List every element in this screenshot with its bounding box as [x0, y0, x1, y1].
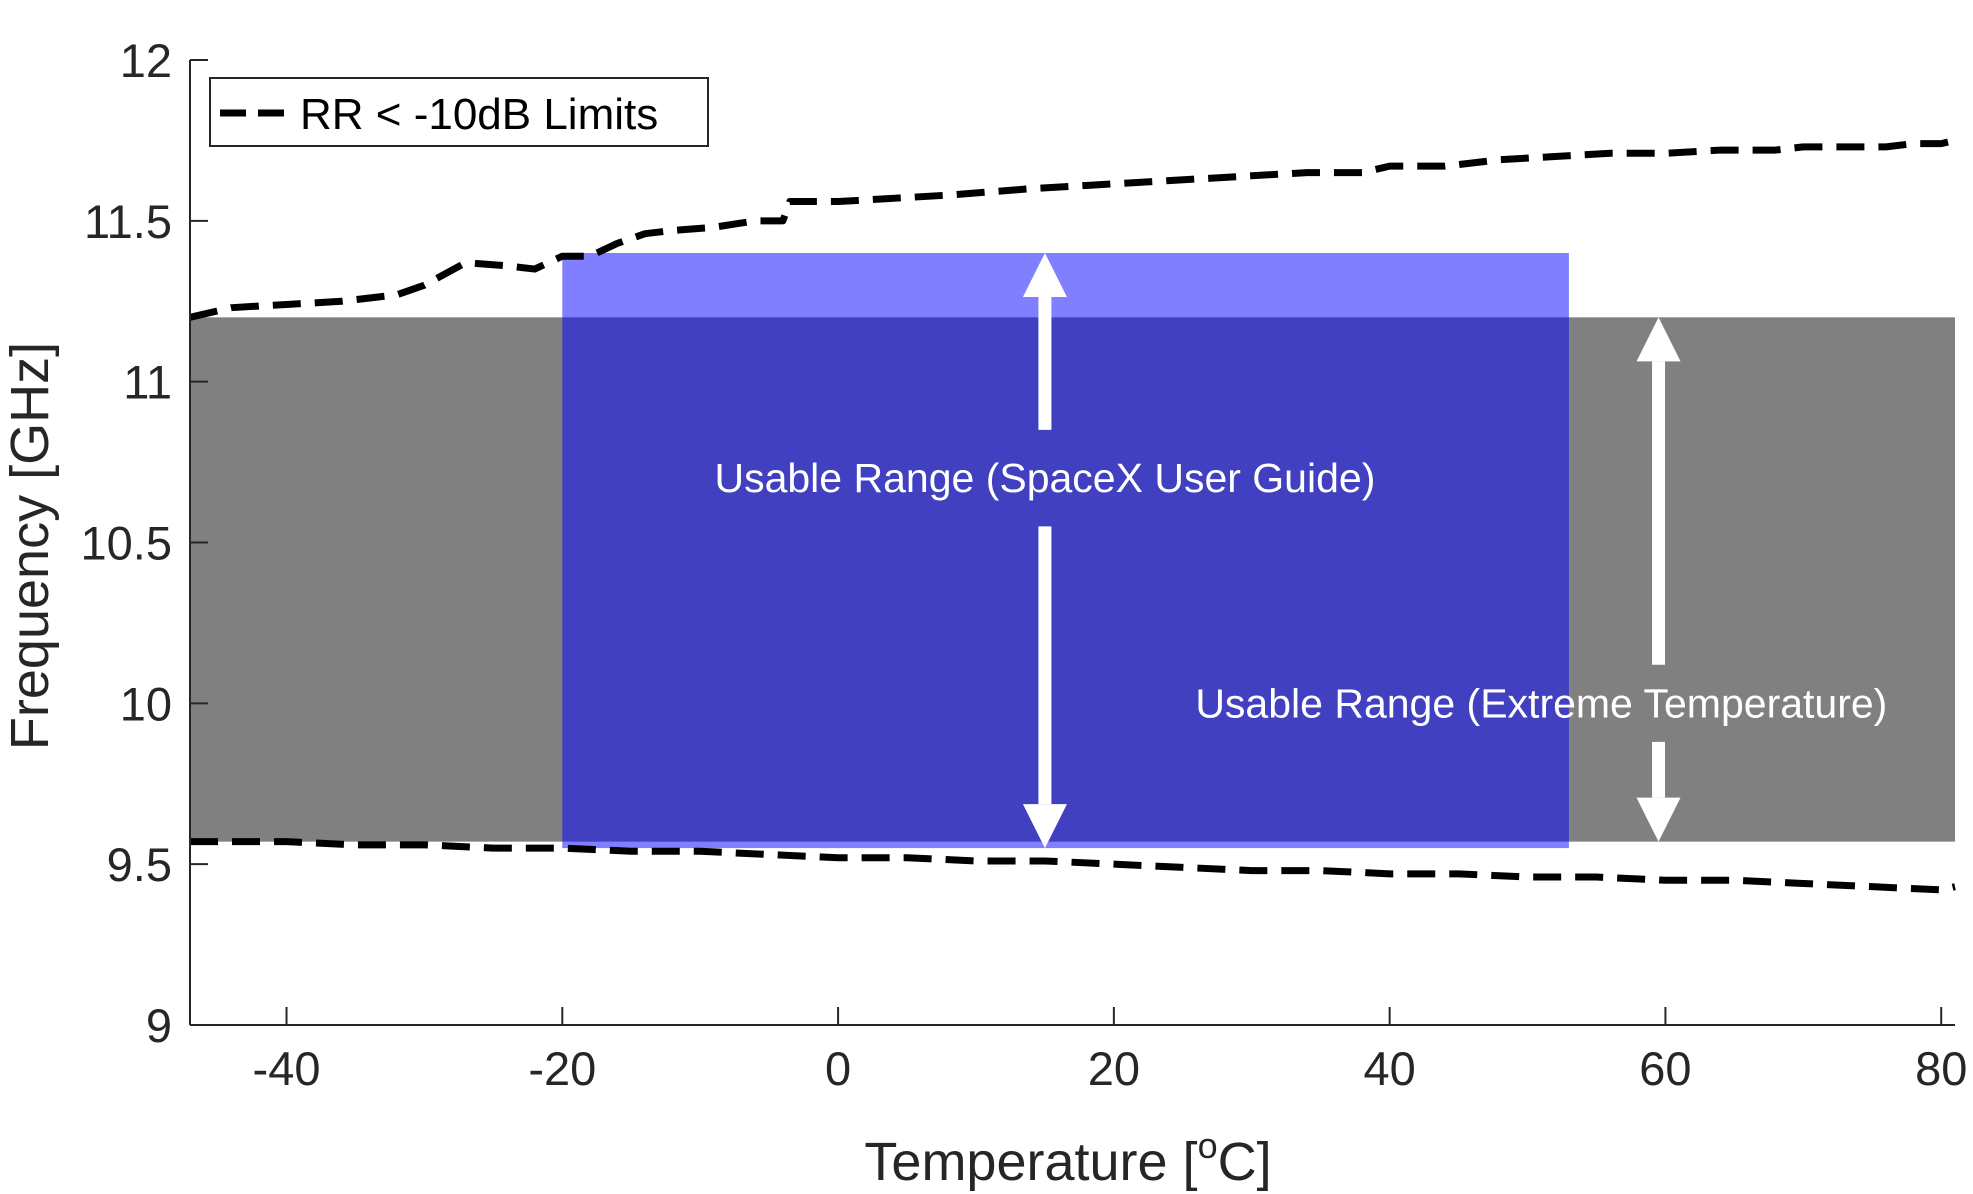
- lower-limit-line: [190, 838, 1956, 894]
- y-tick-label: 10.5: [81, 517, 172, 570]
- legend: RR < -10dB Limits: [209, 77, 709, 147]
- y-tick-label: 11: [123, 356, 172, 409]
- upper-limit-line: [189, 137, 1956, 321]
- spacex-user-guide-range: [562, 253, 1569, 849]
- y-tick-label: 10: [120, 677, 172, 730]
- x-tick-label: 0: [825, 1042, 851, 1095]
- spacex-range-label: Usable Range (SpaceX User Guide): [714, 455, 1375, 501]
- extreme-range-arrow-head-down: [1636, 797, 1681, 842]
- y-tick-label: 9: [146, 999, 172, 1052]
- range-arrows: [1022, 253, 1681, 849]
- data-series: [189, 137, 1956, 894]
- x-tick-label: -40: [253, 1042, 321, 1095]
- legend-label: RR < -10dB Limits: [300, 90, 658, 139]
- x-tick-label: 40: [1364, 1042, 1416, 1095]
- tick-labels: -40 -20 0 20 40 60 80 9 9.5 10 10.5 11 11.5 12: [81, 34, 1968, 1095]
- spacex-range-arrow-head-up: [1022, 253, 1067, 297]
- legend-box: [209, 77, 709, 147]
- axes: [189, 59, 1955, 1026]
- y-tick-label: 9.5: [107, 838, 172, 891]
- annotations: Usable Range (SpaceX User Guide) Usable R…: [714, 455, 1887, 726]
- extreme-range-arrow-head-up: [1636, 317, 1681, 362]
- y-axis-title: Frequency [GHz]: [0, 342, 60, 750]
- shaded-regions: [190, 253, 1955, 849]
- x-tick-label: 80: [1915, 1042, 1967, 1095]
- x-tick-label: 20: [1088, 1042, 1140, 1095]
- spacex-range-arrow-head-down: [1022, 804, 1067, 849]
- x-axis-title: Temperature [oC]: [864, 1125, 1271, 1192]
- x-tick-label: 60: [1639, 1042, 1691, 1095]
- y-tick-label: 11.5: [84, 195, 172, 248]
- extreme-range-label: Usable Range (Extreme Temperature): [1195, 680, 1887, 726]
- y-tick-label: 12: [120, 34, 172, 87]
- x-tick-label: -20: [528, 1042, 596, 1095]
